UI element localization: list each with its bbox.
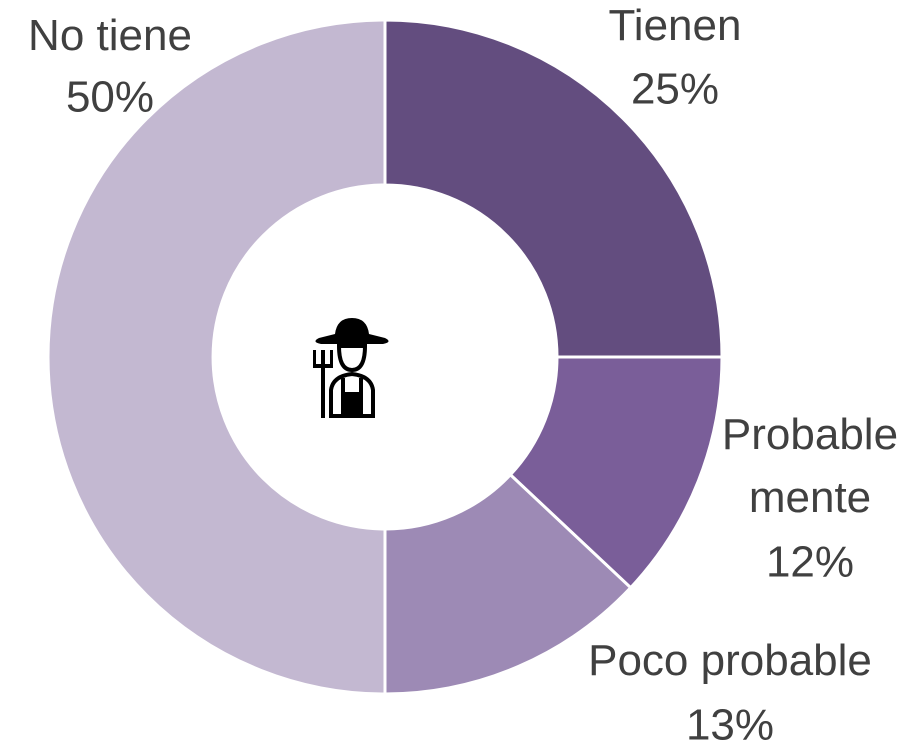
donut-segment xyxy=(46,18,387,696)
donut-segment xyxy=(383,472,633,696)
category-label: Tienen xyxy=(609,1,742,50)
category-label: Probable mente xyxy=(722,410,898,522)
category-label-line: mente xyxy=(749,473,871,522)
category-label-line: Probable xyxy=(722,410,898,459)
category-label: Poco probable xyxy=(588,636,872,685)
value-label: 13% xyxy=(686,701,774,750)
category-label: No tiene xyxy=(28,11,192,60)
category-label-line: No tiene xyxy=(28,11,192,60)
value-label: 12% xyxy=(766,538,854,587)
farmer-icon xyxy=(313,318,389,418)
category-label-line: Poco probable xyxy=(588,636,872,685)
donut-segment xyxy=(508,355,724,590)
value-label: 50% xyxy=(66,73,154,122)
donut-segment xyxy=(383,18,724,359)
category-label-line: Tienen xyxy=(609,1,742,50)
value-label: 25% xyxy=(631,65,719,114)
